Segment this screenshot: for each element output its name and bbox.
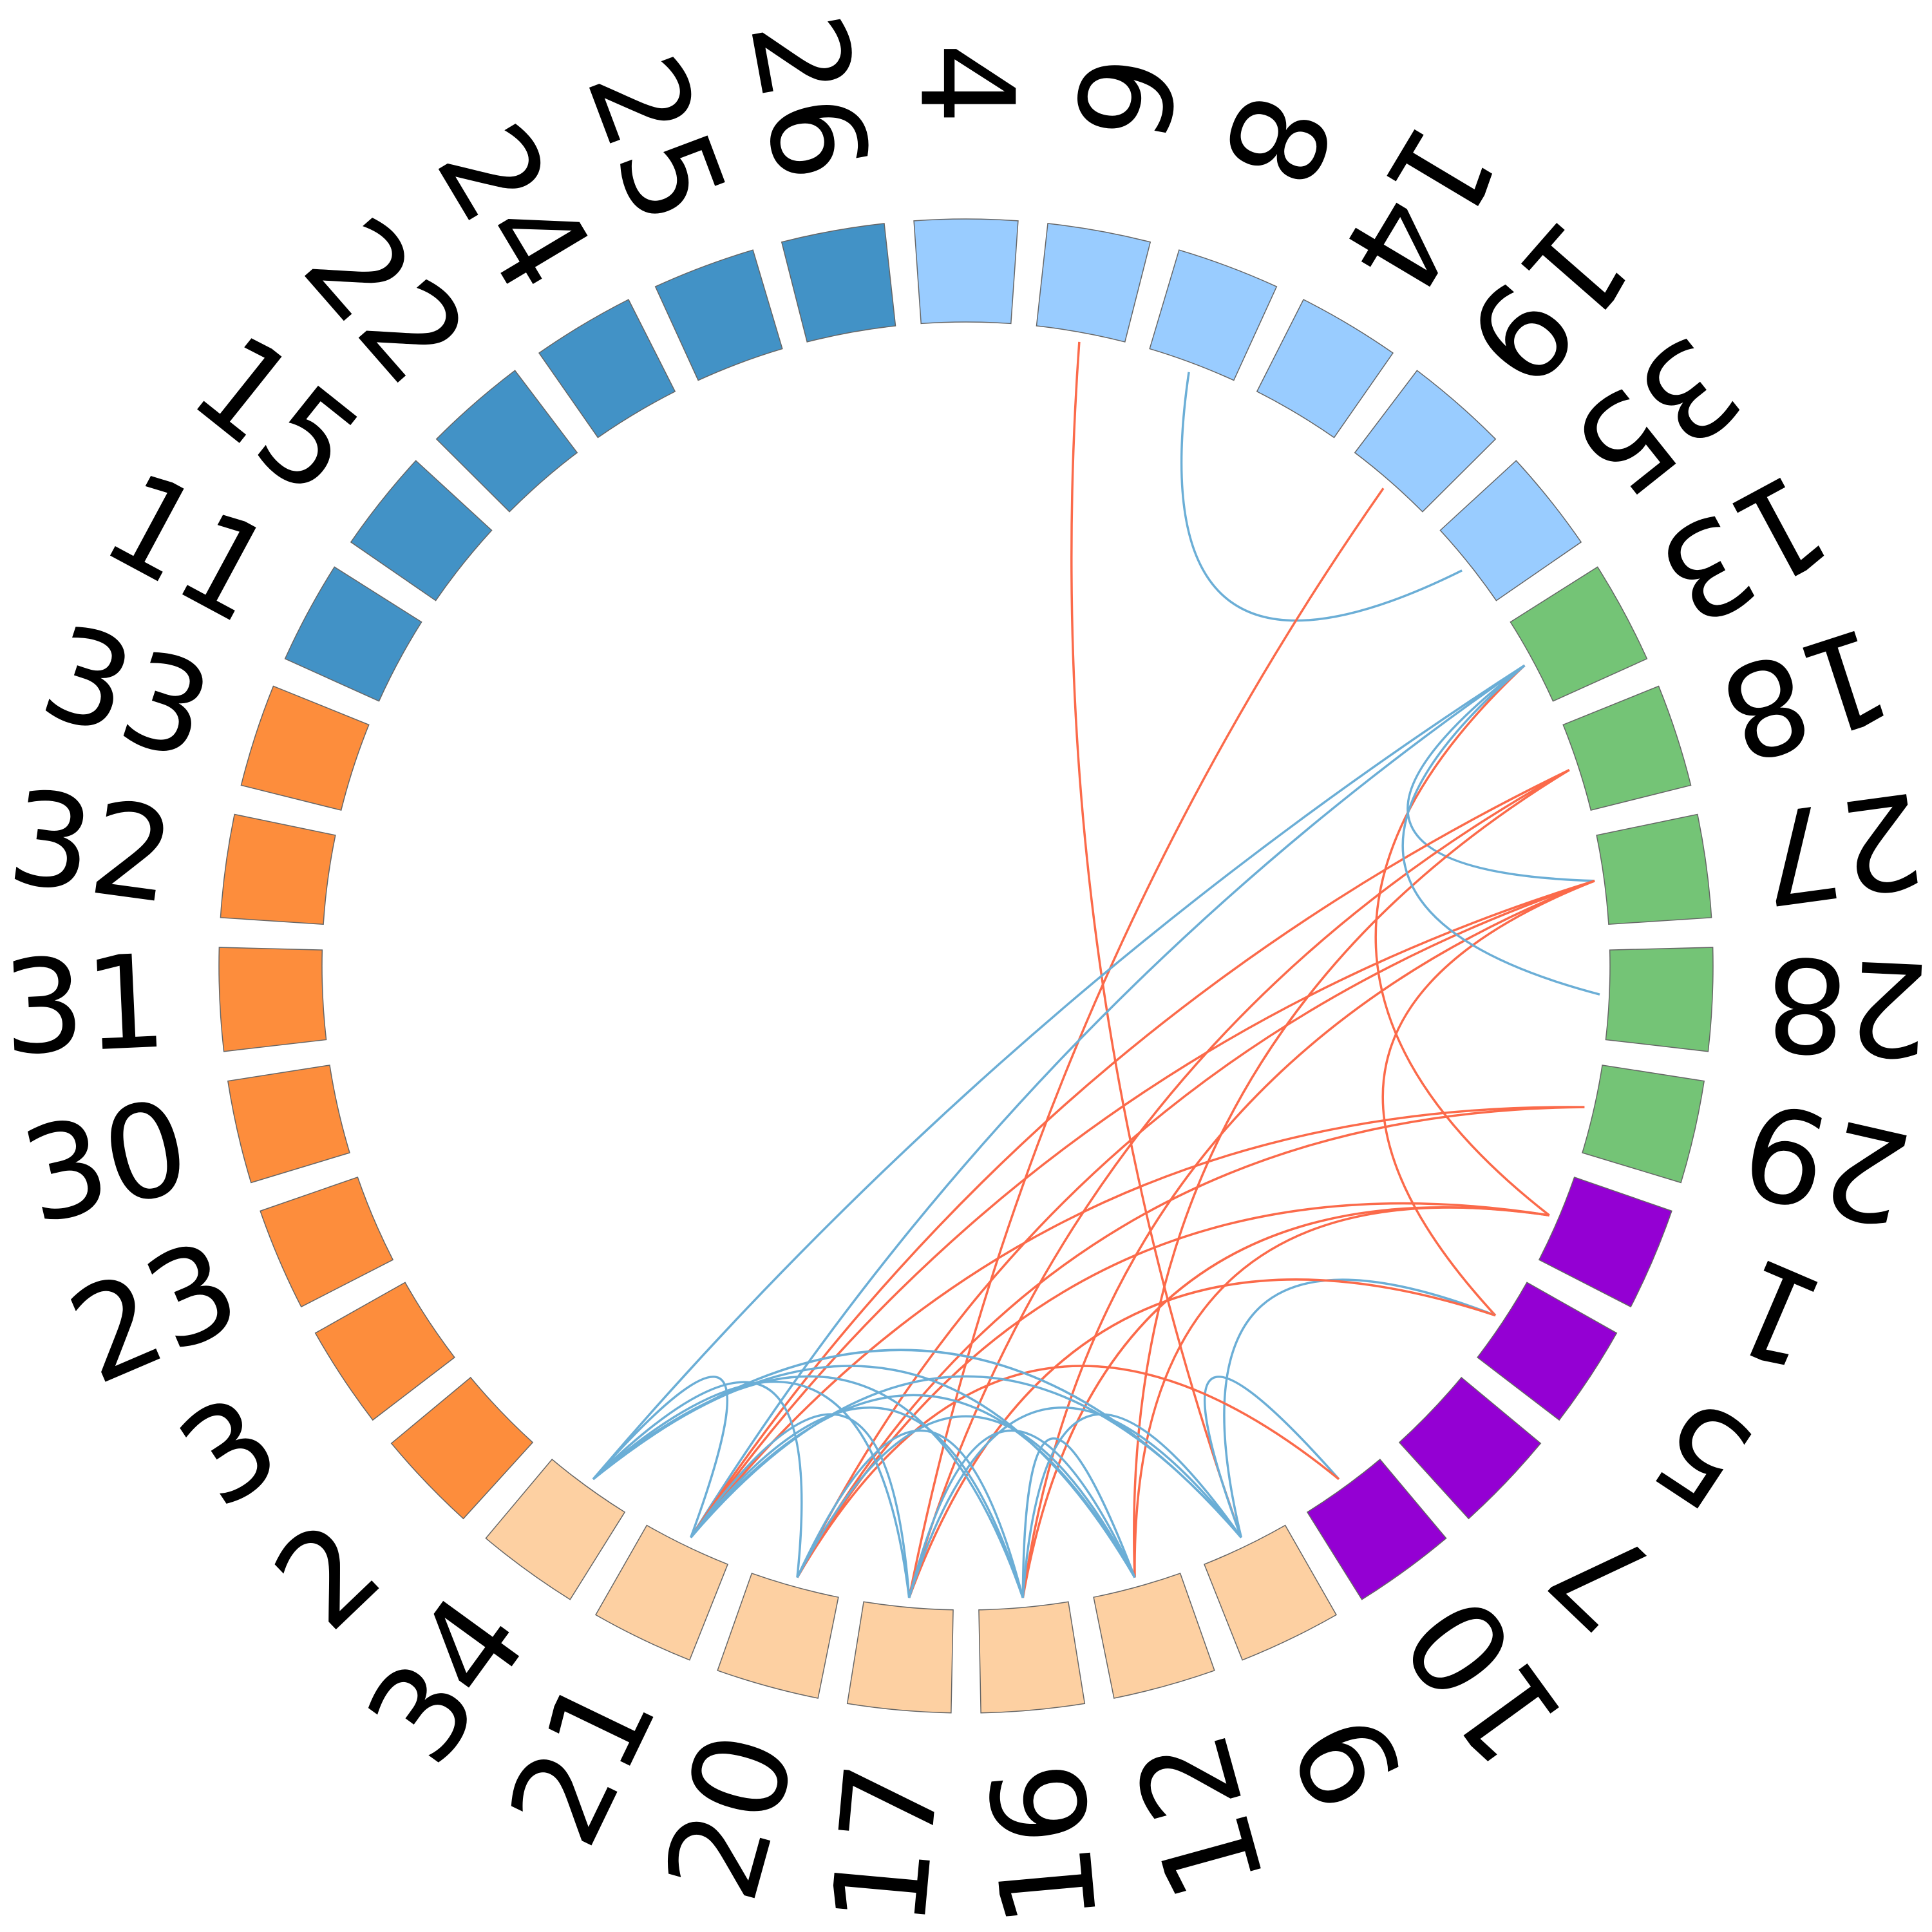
chord-edge-28-13 (1401, 664, 1600, 996)
node-label-4: 4 (891, 43, 1041, 124)
node-segment-35 (1439, 460, 1582, 601)
node-label-8: 8 (1191, 75, 1361, 205)
node-label-7: 7 (1522, 1493, 1685, 1658)
chord-edge-10-9 (1203, 1376, 1340, 1539)
node-segment-25 (654, 249, 783, 381)
node-segment-30 (227, 1065, 350, 1184)
node-segment-22 (435, 370, 578, 513)
node-label-9: 9 (1264, 1691, 1434, 1830)
node-segment-17 (846, 1601, 954, 1714)
node-segment-23 (260, 1176, 394, 1308)
node-segment-16 (978, 1601, 1086, 1714)
node-segment-18 (1562, 685, 1692, 811)
node-segment-14 (1256, 299, 1394, 439)
node-segment-28 (1605, 947, 1714, 1052)
node-segment-29 (1582, 1065, 1705, 1184)
node-segment-3 (314, 1282, 455, 1421)
node-label-5: 5 (1627, 1367, 1778, 1537)
node-segment-31 (218, 947, 327, 1052)
node-segment-9 (1204, 1524, 1338, 1661)
node-segment-27 (1596, 813, 1712, 925)
node-segment-1 (1538, 1176, 1672, 1308)
chord-edge-18-12 (1133, 769, 1570, 1578)
node-segment-7 (1398, 1376, 1542, 1520)
node-segment-34 (485, 1458, 626, 1600)
chord-edge-1-16 (1021, 1206, 1549, 1598)
chord-edge-13-1 (1374, 664, 1550, 1217)
node-label-6: 6 (1043, 44, 1205, 152)
node-label-32: 32 (1, 762, 183, 933)
node-label-2: 2 (247, 1493, 410, 1658)
node-segment-24 (538, 299, 676, 439)
chord-edge-27-21 (690, 880, 1595, 1539)
chord-edge-17-21 (690, 1413, 911, 1598)
chord-edge-21-34 (592, 1376, 729, 1539)
node-label-29: 29 (1730, 1071, 1923, 1254)
chord-edge-17-34 (592, 1381, 911, 1598)
chord-edge-16-21 (690, 1406, 1024, 1598)
node-segment-12 (1093, 1573, 1215, 1699)
node-label-27: 27 (1749, 762, 1931, 933)
node-label-1: 1 (1710, 1227, 1844, 1397)
node-segment-20 (717, 1573, 839, 1699)
chord-edge-29-21 (690, 1106, 1585, 1539)
node-segment-32 (220, 813, 336, 925)
chord-edge-12-16 (1021, 1437, 1136, 1598)
chord-edge-27-20 (796, 880, 1595, 1578)
node-label-16: 16 (963, 1756, 1127, 1932)
node-label-31: 31 (0, 927, 170, 1084)
node-segment-19 (1354, 370, 1497, 513)
chord-edge-9-21 (690, 1375, 1242, 1539)
chord-edge-18-21 (690, 769, 1570, 1539)
node-segment-10 (1306, 1458, 1447, 1600)
node-segment-6 (1036, 223, 1151, 343)
node-segment-4 (913, 218, 1019, 325)
node-segment-8 (1149, 249, 1278, 381)
chord-edge-10-20 (796, 1365, 1340, 1578)
chord-edge-13-21 (690, 664, 1526, 1539)
chord-edge-9-17 (908, 1406, 1242, 1598)
node-label-3: 3 (154, 1367, 305, 1537)
node-label-30: 30 (9, 1071, 202, 1254)
node-label-28: 28 (1762, 927, 1932, 1084)
node-segment-33 (240, 685, 370, 811)
chord-edge-12-17 (908, 1429, 1136, 1598)
node-segment-21 (594, 1524, 728, 1661)
chord-edge-1-20 (796, 1202, 1550, 1578)
node-segment-11 (284, 566, 422, 702)
chord-edge-5-9 (1223, 1278, 1496, 1538)
node-segment-13 (1510, 566, 1648, 702)
node-segment-15 (350, 460, 493, 601)
chord-edge-5-17 (908, 1278, 1496, 1598)
node-segment-5 (1477, 1282, 1618, 1421)
chord-edge-12-21 (690, 1394, 1136, 1578)
chord-edges (592, 341, 1600, 1598)
node-label-12: 12 (1106, 1718, 1294, 1915)
chord-edge-16-34 (592, 1375, 1024, 1598)
chord-edge-16-20 (796, 1429, 1024, 1598)
chord-edge-12-20 (796, 1415, 1136, 1578)
chord-edge-6-9 (1070, 341, 1243, 1539)
chord-edge-20-34 (592, 1381, 803, 1578)
node-label-17: 17 (805, 1756, 969, 1932)
chord-edge-18-17 (908, 769, 1570, 1598)
chord-nodes (218, 218, 1714, 1714)
chord-edge-12-34 (592, 1365, 1136, 1578)
chord-edge-13-27 (1406, 664, 1595, 882)
chord-edge-8-35 (1180, 372, 1463, 622)
node-segment-26 (781, 223, 896, 343)
node-label-26: 26 (720, 4, 897, 192)
chord-edge-27-16 (1021, 880, 1595, 1598)
chord-edge-13-34 (592, 664, 1526, 1481)
node-segment-2 (390, 1376, 534, 1520)
chord-edge-9-16 (1021, 1413, 1242, 1598)
chord-edge-27-5 (1381, 880, 1595, 1316)
